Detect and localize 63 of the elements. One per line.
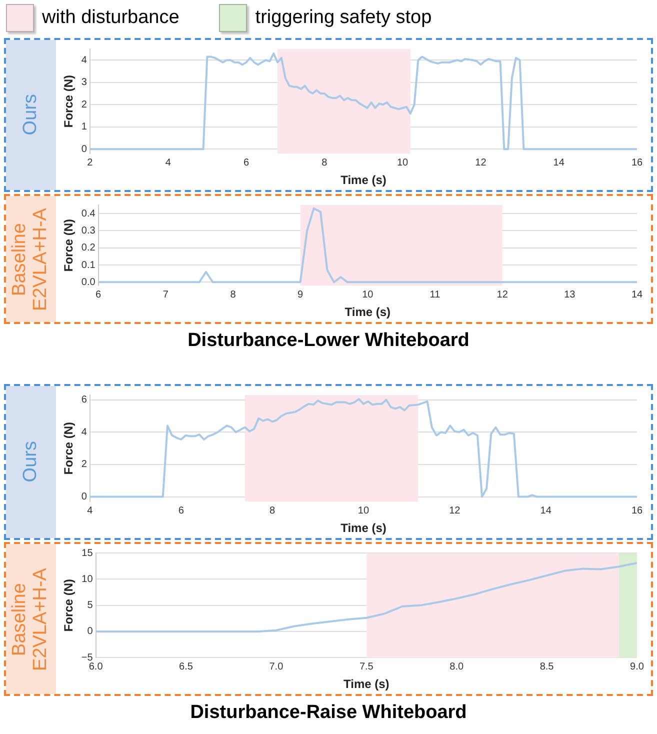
text: Disturbance-Raise Whiteboard [189, 701, 468, 725]
text: Ours [20, 94, 42, 136]
y-tick-label: 0 [81, 492, 88, 503]
x-tick-label: 6.0 [88, 661, 104, 672]
x-tick-label: 10 [358, 505, 370, 516]
y-tick-label: 0.3 [81, 225, 96, 236]
x-tick-label: 16 [631, 157, 643, 168]
y-tick-label: 2 [81, 99, 88, 110]
x-axis-title: Time (s) [340, 173, 386, 188]
x-tick-label: 14 [553, 157, 565, 168]
y-tick-label: 0.1 [81, 260, 96, 271]
x-tick-label: 12 [475, 157, 487, 168]
y-tick-label: 0 [81, 144, 88, 155]
y-axis-title: Force (N) [62, 74, 76, 128]
x-tick-label: 6 [243, 157, 250, 168]
x-tick-label: 10 [396, 157, 409, 168]
y-tick-label: 0.2 [81, 242, 96, 254]
x-axis-title: Time (s) [340, 521, 386, 536]
y-tick-label: 2 [81, 459, 88, 470]
y-tick-label: 0 [87, 626, 94, 638]
x-tick-label: 8 [270, 505, 276, 516]
x-tick-label: 4 [165, 157, 172, 168]
x-tick-label: 8.5 [540, 661, 554, 672]
y-axis-title: Force (N) [62, 218, 76, 272]
y-tick-label: 1 [81, 122, 88, 133]
text: Baseline E2VLA+H-A [9, 568, 52, 670]
x-tick-label: 6.5 [179, 661, 194, 672]
legend-label: triggering safety stop [255, 7, 432, 29]
x-tick-label: 12 [449, 505, 461, 516]
x-axis-title: Time (s) [344, 305, 391, 320]
y-tick-label: 10 [82, 574, 94, 585]
x-tick-label: 14 [631, 289, 643, 300]
x-tick-label: 12 [496, 289, 508, 300]
y-tick-label: 4 [81, 426, 88, 438]
y-axis-title: Force (N) [62, 578, 76, 632]
y-tick-label: 15 [82, 548, 94, 559]
y-tick-label: −5 [81, 652, 94, 664]
x-tick-label: 7.0 [269, 661, 284, 672]
x-tick-label: 8.0 [450, 661, 464, 672]
x-tick-label: 13 [564, 289, 576, 300]
y-tick-label: 5 [87, 600, 94, 612]
x-tick-label: 11 [430, 289, 441, 300]
legend-label: with disturbance [42, 7, 180, 29]
text: Disturbance-Lower Whiteboard [186, 329, 470, 353]
text: Baseline E2VLA+H-A [9, 208, 52, 310]
x-tick-label: 10 [362, 289, 374, 300]
y-tick-label: 3 [81, 77, 88, 88]
y-tick-label: 0.0 [81, 276, 96, 288]
x-tick-label: 6 [178, 505, 184, 516]
x-tick-label: 9 [298, 289, 304, 300]
x-tick-label: 7.5 [359, 661, 374, 672]
x-tick-label: 14 [540, 505, 552, 516]
x-tick-label: 9.0 [630, 661, 644, 672]
y-tick-label: 6 [81, 394, 88, 406]
y-tick-label: 0.4 [81, 208, 96, 220]
x-tick-label: 16 [631, 505, 643, 516]
x-axis-title: Time (s) [344, 677, 390, 692]
x-tick-label: 8 [322, 157, 328, 168]
y-tick-label: 4 [81, 54, 88, 66]
text: Ours [20, 441, 42, 483]
x-tick-label: 8 [230, 289, 236, 300]
x-tick-label: 7 [162, 289, 169, 300]
y-axis-title: Force (N) [62, 422, 76, 475]
